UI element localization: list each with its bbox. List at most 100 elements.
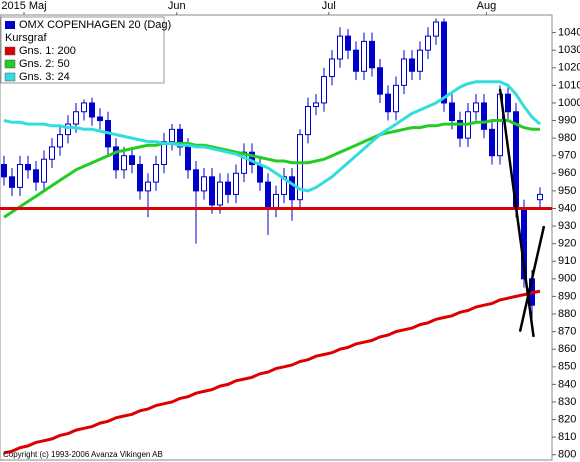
y-tick-label: 810: [558, 431, 576, 443]
candle-body: [193, 169, 199, 192]
candle-body: [489, 128, 495, 157]
candle-body: [329, 58, 335, 78]
y-tick-label: 860: [558, 343, 576, 355]
y-tick-label: 880: [558, 308, 576, 320]
candle-body: [337, 35, 343, 60]
y-tick-label: 820: [558, 413, 576, 425]
y-tick-label: 1040: [558, 26, 580, 38]
y-tick-label: 870: [558, 326, 576, 338]
candle-body: [345, 35, 351, 51]
candle-body: [49, 146, 55, 160]
candle-body: [201, 176, 207, 192]
candle-body: [217, 181, 223, 206]
candle-body: [241, 151, 247, 174]
candle-body: [265, 181, 271, 209]
y-tick-label: 830: [558, 396, 576, 408]
candle-body: [449, 102, 455, 122]
legend-subtitle: Kursgraf: [5, 32, 48, 44]
candle-body: [481, 102, 487, 130]
y-tick-label: 900: [558, 273, 576, 285]
candle-body: [41, 158, 47, 183]
candle-body: [97, 116, 103, 122]
moving-average: [3, 80, 541, 193]
y-tick-label: 990: [558, 114, 576, 126]
candle-body: [409, 58, 415, 72]
candle-body: [161, 141, 167, 166]
candle-body: [113, 146, 119, 171]
candle-body: [209, 176, 215, 206]
candle-body: [353, 49, 359, 72]
plot-frame: [0, 14, 553, 461]
legend-swatch: [4, 72, 16, 82]
y-tick-label: 930: [558, 220, 576, 232]
legend-swatch: [4, 46, 16, 56]
candle-body: [81, 102, 87, 113]
candle-body: [321, 76, 327, 104]
candle-body: [297, 134, 303, 201]
candle-body: [89, 102, 95, 118]
y-tick-label: 1010: [558, 79, 580, 91]
x-tick-label: Jun: [168, 0, 186, 12]
candle-body: [417, 49, 423, 72]
legend-label: Gns. 1: 200: [19, 45, 76, 57]
moving-average: [3, 289, 541, 455]
y-tick-label: 850: [558, 361, 576, 373]
candle-body: [57, 134, 63, 148]
y-tick-label: 890: [558, 290, 576, 302]
y-tick-label: 1030: [558, 44, 580, 56]
candle-body: [177, 128, 183, 148]
y-tick-label: 950: [558, 185, 576, 197]
candle-body: [377, 67, 383, 95]
candle-body: [65, 123, 71, 136]
candle-body: [433, 21, 439, 37]
y-tick-label: 960: [558, 167, 576, 179]
y-tick-label: 940: [558, 202, 576, 214]
x-tick-label: 2015 Maj: [1, 0, 46, 12]
candle-body: [537, 193, 543, 201]
candle-body: [225, 181, 231, 195]
candle-body: [393, 84, 399, 113]
marks: [0, 12, 556, 456]
y-tick-label: 910: [558, 255, 576, 267]
candle-body: [1, 164, 7, 178]
y-tick-label: 970: [558, 150, 576, 162]
candle-body: [233, 172, 239, 195]
candle-body: [9, 176, 15, 188]
candle-body: [129, 155, 135, 166]
candle-body: [385, 93, 391, 113]
candle-body: [25, 164, 31, 171]
candle-body: [361, 40, 367, 72]
candle-body: [137, 164, 143, 192]
candle-body: [289, 176, 295, 201]
legend-title: OMX COPENHAGEN 20 (Dag): [19, 19, 171, 31]
x-tick-label: Aug: [477, 0, 497, 12]
candle-body: [441, 21, 447, 104]
moving-average: [3, 119, 540, 219]
y-tick-label: 920: [558, 238, 576, 250]
candle-body: [121, 155, 127, 171]
candle-body: [305, 105, 311, 136]
candle-body: [425, 35, 431, 51]
legend-swatch: [5, 21, 15, 29]
candle-body: [401, 58, 407, 86]
candle-body: [505, 93, 511, 113]
copyright: Copyright (c) 1993-2006 Avanza Vikingen …: [3, 450, 163, 459]
candle-body: [457, 120, 463, 139]
y-tick-label: 800: [558, 449, 576, 461]
candle-body: [169, 128, 175, 143]
trend-line: [518, 225, 546, 332]
x-tick-label: Jul: [322, 0, 336, 12]
candle-body: [473, 102, 479, 113]
candle-body: [313, 102, 319, 107]
candle-body: [145, 181, 151, 192]
legend-label: Gns. 2: 50: [19, 58, 70, 70]
legend-box: [0, 16, 165, 84]
candle-body: [33, 169, 39, 183]
y-tick-label: 840: [558, 378, 576, 390]
y-tick-label: 1020: [558, 62, 580, 74]
candle-body: [185, 146, 191, 171]
candle-body: [257, 164, 263, 183]
y-tick-label: 980: [558, 132, 576, 144]
legend-swatch: [4, 59, 16, 69]
